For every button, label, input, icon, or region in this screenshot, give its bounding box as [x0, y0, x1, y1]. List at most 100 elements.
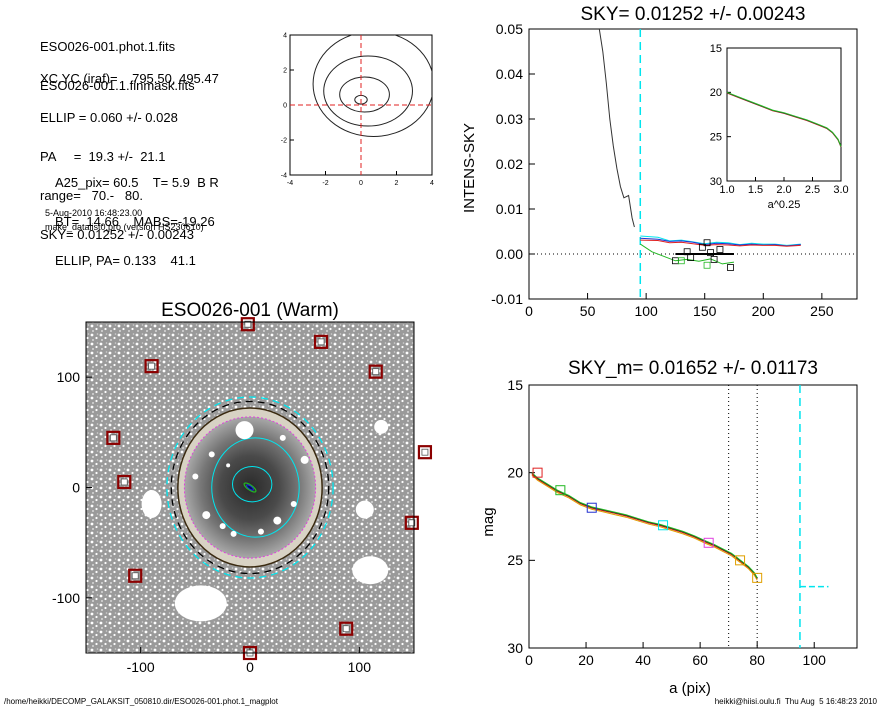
sky-series-dark — [598, 29, 635, 228]
extra-line: ELLIP, PA= 0.133 41.1 — [55, 253, 196, 268]
star-marker — [417, 445, 433, 460]
header-program: make_datalist0.pro (version HS230610) — [45, 222, 204, 232]
masked-star — [300, 455, 309, 464]
star-marker-core — [372, 368, 380, 376]
profile-box-green — [555, 485, 566, 496]
inset-y-tick-label: 25 — [710, 132, 722, 144]
header-file-lines: ESO026-001.phot.1.fits ESO026-001.1.finm… — [40, 14, 195, 105]
image-y-tick-label: -100 — [52, 590, 80, 606]
star-marker-core — [148, 362, 156, 370]
image-y-tick-label: 0 — [72, 480, 80, 496]
profile-y-tick-label: 25 — [507, 552, 523, 568]
file-line: ESO026-001.phot.1.fits — [40, 39, 176, 54]
star-marker-core — [317, 338, 325, 346]
param-line: range= 70.- 80. — [40, 188, 143, 203]
sky-x-tick-label: 250 — [810, 303, 834, 319]
masked-star — [257, 528, 264, 535]
profile-ylabel: mag — [480, 507, 497, 536]
profile-x-tick-label: 100 — [803, 652, 827, 668]
profile-series-green — [531, 472, 758, 579]
star-marker-core — [342, 625, 350, 633]
sky-y-tick-label: 0.03 — [496, 111, 523, 127]
sky-series-green — [640, 243, 735, 265]
contour-x-tick-label: -4 — [287, 180, 293, 187]
sky-x-tick-label: 200 — [752, 303, 776, 319]
sky-annulus-outer — [166, 396, 334, 579]
star-marker-core — [109, 434, 117, 442]
image-frame — [85, 321, 415, 654]
contour-y-tick-label: -4 — [281, 172, 287, 179]
param-line: XC,YC (iraf)= 795.50, 495.47 — [40, 71, 219, 86]
masked-region — [352, 556, 389, 585]
sky-y-tick-label: 0.01 — [496, 201, 523, 217]
star-marker-core — [244, 320, 252, 328]
contour-y-tick-label: 2 — [283, 67, 287, 74]
inset-frame — [726, 47, 842, 182]
sky-series-blue — [640, 237, 801, 247]
profile-y-tick-label: 30 — [507, 640, 523, 656]
contour-x-tick-label: -2 — [322, 180, 328, 187]
sky-point — [716, 246, 724, 253]
param-line: ELLIP = 0.060 +/- 0.028 — [40, 110, 178, 125]
masked-region — [374, 419, 389, 434]
masked-star — [230, 530, 237, 537]
sky-point-green — [703, 261, 711, 269]
profile-x-tick-label: 20 — [578, 652, 594, 668]
masked-star — [208, 451, 215, 458]
profile-box-blue — [586, 502, 597, 513]
profile-x-tick-label: 60 — [692, 652, 708, 668]
contour-y-tick-label: 0 — [283, 102, 287, 109]
profile-x-tick-label: 80 — [749, 652, 765, 668]
footer-user-stamp: heikki@hiisi.oulu.fi Thu Aug 5 16:48:23 … — [714, 697, 877, 706]
sky-inset: 1.0 1.5 2.0 2.5 3.0 15 20 25 30 a^0.25 — [710, 43, 849, 211]
inset-x-tick-label: 2.0 — [776, 184, 791, 196]
profile-box-cyan — [658, 520, 669, 531]
star-marker — [106, 430, 121, 445]
profile-series-orange — [531, 474, 758, 581]
sky-point — [703, 239, 711, 247]
inset-y-tick-label: 20 — [710, 87, 722, 99]
contour-level — [312, 35, 432, 137]
profile-x-tick-label: 0 — [525, 652, 533, 668]
contour-x-tick-label: 2 — [395, 180, 399, 187]
contour-y-tick-label: 4 — [283, 32, 287, 39]
sky-y-tick-label: 0.02 — [496, 156, 523, 172]
star-marker — [404, 515, 419, 530]
galaxy-core — [246, 484, 254, 491]
star-marker-core — [131, 572, 139, 580]
profile-box-orange — [752, 572, 763, 583]
sky-point — [683, 248, 691, 256]
masked-star — [219, 523, 226, 530]
sky-point-green — [677, 257, 685, 265]
star-marker — [128, 568, 143, 583]
masked-star — [290, 501, 297, 508]
masked-star — [235, 421, 254, 440]
sky-point — [707, 249, 714, 257]
sky-point — [687, 254, 695, 262]
sky-x-tick-label: 0 — [525, 303, 533, 319]
contour-y-tick-label: -2 — [281, 137, 287, 144]
param-line: SKY= 0.01252 +/- 0.00243 — [40, 227, 194, 242]
inset-y-tick-label: 30 — [710, 176, 722, 188]
masked-star — [202, 511, 211, 520]
sky-title: SKY= 0.01252 +/- 0.00243 — [580, 4, 805, 25]
param-line: PA = 19.3 +/- 21.1 — [40, 149, 166, 164]
contour-plot: -4 -2 0 2 4 4 2 0 -2 -4 — [281, 32, 434, 187]
galaxy-core-green — [243, 482, 257, 493]
masked-region — [355, 500, 374, 519]
sky-series — [529, 29, 857, 299]
contour-x-tick-label: 4 — [430, 180, 434, 187]
sky-x-tick-label: 100 — [634, 303, 658, 319]
footer-path: /home/heikki/DECOMP_GALAKSIT_050810.dir/… — [4, 697, 278, 706]
sky-plot: SKY= 0.01252 +/- 0.00243 INTENS-SKY 0 50 1… — [461, 4, 858, 319]
sky-series-red — [640, 239, 801, 247]
masked-region — [141, 490, 162, 519]
profile-series-dark — [531, 472, 758, 579]
galaxy-isophote-inner — [232, 466, 273, 503]
sky-annulus-inner — [170, 400, 330, 575]
sky-point — [698, 243, 706, 251]
contour-levels — [312, 35, 432, 137]
inset-y-tick-label: 15 — [710, 43, 722, 55]
extra-line: BT= 14.66 MABS=-19.26 — [55, 214, 215, 229]
sky-y-tick-label: 0.04 — [496, 66, 523, 82]
